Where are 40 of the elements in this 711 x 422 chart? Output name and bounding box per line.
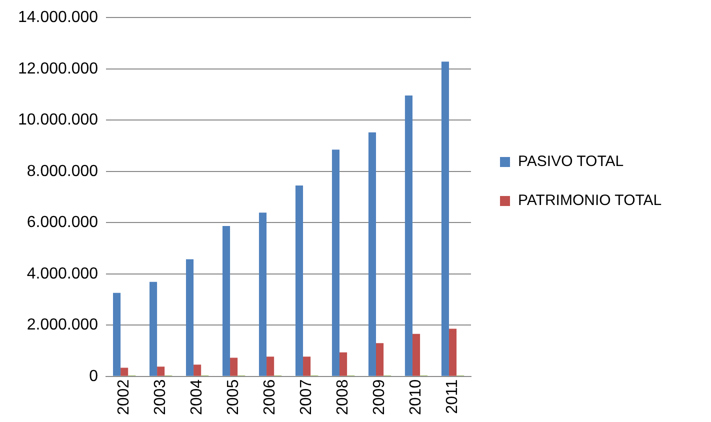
- x-tick-label: 2003: [152, 379, 170, 415]
- bar: [157, 366, 165, 376]
- x-tick-label: 2007: [298, 379, 316, 415]
- y-tick-label: 0: [89, 368, 98, 385]
- bar: [404, 96, 412, 376]
- bar: [448, 328, 457, 376]
- x-tick-label: 2010: [408, 379, 425, 415]
- x-tick-label: 2005: [225, 379, 242, 415]
- bar: [194, 364, 202, 376]
- bar: [303, 356, 311, 376]
- bar: [150, 282, 158, 376]
- x-tick-label: 2009: [371, 379, 388, 415]
- bar: [332, 150, 340, 376]
- y-tick-label: 4.000.000: [26, 265, 98, 282]
- x-tick-label: 2004: [188, 379, 206, 415]
- bar: [186, 259, 194, 376]
- bar: [441, 62, 449, 376]
- x-tick-label: 2008: [334, 379, 352, 415]
- bar: [230, 358, 238, 376]
- bar: [412, 334, 420, 376]
- y-tick-label: 2.000.000: [26, 316, 98, 334]
- bar: [340, 352, 348, 376]
- x-tick-label: 2011: [444, 379, 462, 414]
- y-tick-label: 12.000.000: [18, 60, 98, 78]
- bar: [120, 368, 128, 376]
- y-tick-label: 14.000.000: [18, 9, 98, 26]
- x-tick-label: 2002: [116, 379, 133, 415]
- y-tick-label: 10.000.000: [18, 112, 98, 129]
- legend-label: PASIVO TOTAL: [518, 153, 624, 170]
- bar: [368, 132, 376, 376]
- bar: [266, 356, 274, 376]
- bar: [295, 185, 304, 376]
- bar: [376, 343, 384, 376]
- bar: [113, 292, 121, 376]
- bar: [258, 212, 267, 376]
- y-tick-label: 6.000.000: [26, 214, 98, 232]
- x-tick-label: 2006: [262, 379, 279, 415]
- legend-label: PATRIMONIO TOTAL: [518, 192, 662, 209]
- bar: [222, 226, 230, 376]
- y-tick-label: 8.000.000: [26, 162, 98, 180]
